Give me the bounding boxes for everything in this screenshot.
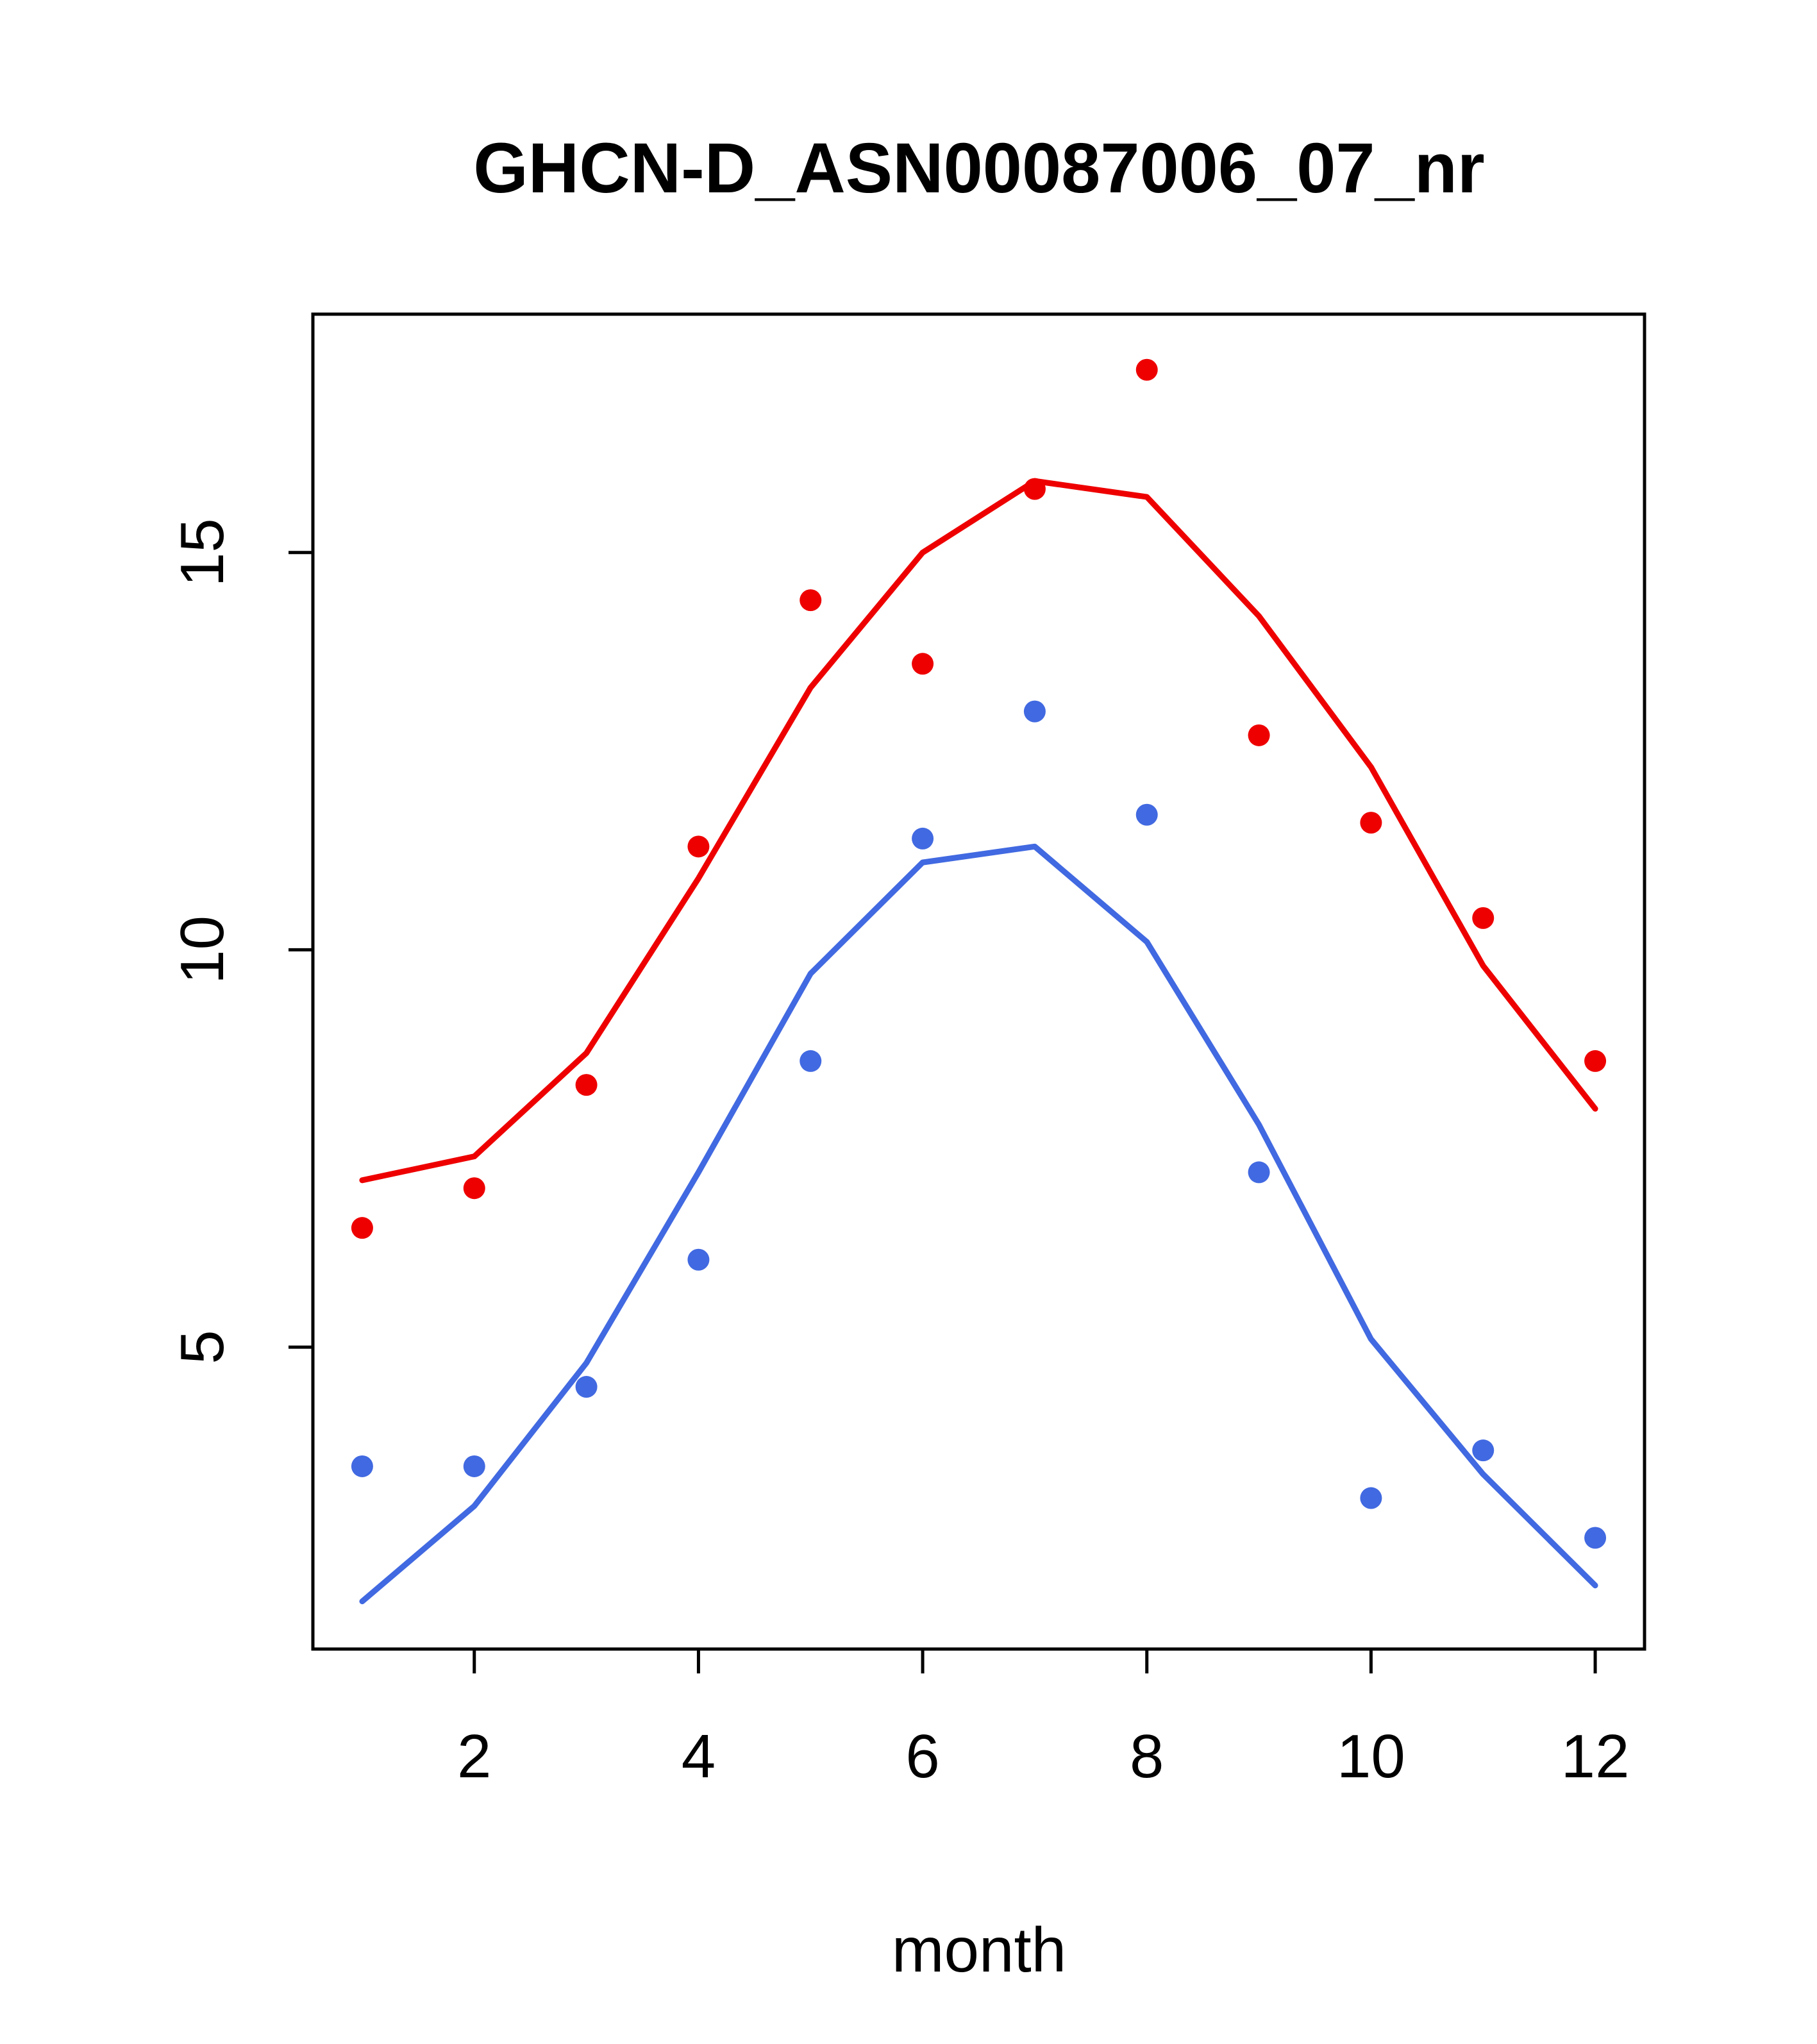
data-point	[912, 827, 934, 850]
data-point	[687, 1248, 710, 1271]
data-point	[800, 1050, 822, 1072]
x-axis-label: month	[892, 1914, 1066, 1985]
data-point	[463, 1177, 485, 1200]
data-point	[1248, 1161, 1270, 1184]
data-point	[1472, 907, 1495, 929]
series-layer	[351, 358, 1607, 1605]
data-point	[912, 653, 934, 675]
lower-fit-line	[359, 843, 1598, 1605]
x-tick-label: 10	[1337, 1722, 1405, 1791]
x-tick-label: 4	[682, 1722, 716, 1791]
data-point	[1360, 1487, 1382, 1509]
data-point	[687, 835, 710, 858]
data-point	[1472, 1439, 1495, 1462]
upper-monthly-points	[351, 358, 1607, 1239]
data-point	[1135, 358, 1158, 381]
data-point	[1135, 803, 1158, 826]
x-axis-ticks: 2 4 6 8 10 12	[457, 1649, 1629, 1791]
data-point	[463, 1455, 485, 1477]
y-tick-label: 10	[168, 916, 237, 984]
x-tick-label: 12	[1561, 1722, 1630, 1791]
data-point	[1023, 478, 1046, 500]
x-tick-label: 8	[1130, 1722, 1164, 1791]
upper-fit-line	[359, 478, 1598, 1184]
y-tick-label: 5	[168, 1330, 237, 1364]
data-point	[1248, 724, 1270, 746]
y-axis-ticks: 5 10 15	[168, 518, 313, 1364]
data-point	[800, 589, 822, 612]
plot-area-border	[311, 312, 1646, 1651]
lower-monthly-points	[351, 700, 1607, 1549]
y-tick-label: 15	[168, 518, 237, 587]
data-point	[351, 1217, 373, 1239]
data-point	[575, 1074, 598, 1096]
x-tick-label: 6	[905, 1722, 939, 1791]
chart-title: GHCN-D_ASN00087006_07_nr	[473, 129, 1485, 208]
data-point	[1023, 700, 1046, 723]
data-point	[1360, 812, 1382, 834]
data-point	[1584, 1527, 1607, 1549]
x-tick-label: 2	[457, 1722, 491, 1791]
data-point	[575, 1376, 598, 1398]
data-point	[351, 1455, 373, 1477]
data-point	[1584, 1050, 1607, 1072]
